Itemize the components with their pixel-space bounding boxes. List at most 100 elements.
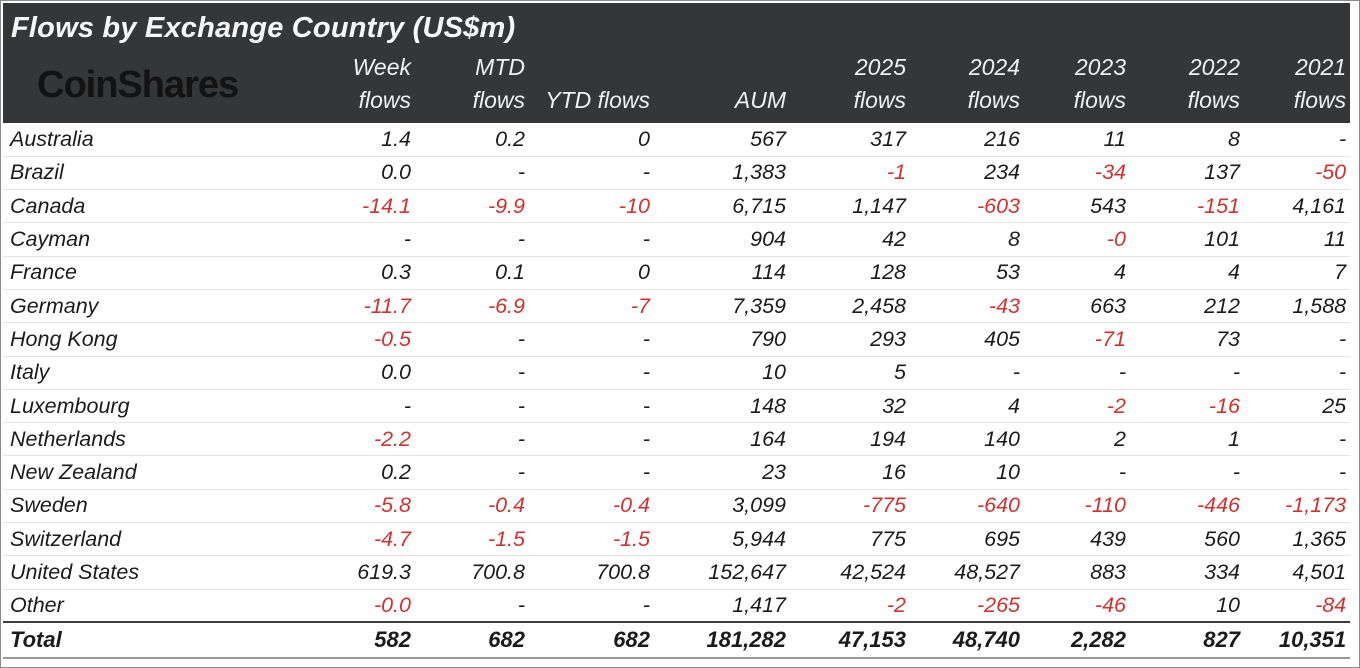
value-cell: 293 xyxy=(790,322,910,357)
country-label: Australia xyxy=(3,123,309,157)
value-cell: - xyxy=(529,322,654,357)
value-cell: -640 xyxy=(910,489,1024,524)
table-row: Other -0.0- -1,417 -2 -265 -46 10 -84 xyxy=(3,589,1351,623)
value-cell: 0.2 xyxy=(415,123,529,157)
table-row: Luxembourg - - -148 32 4 -2 -16 25 xyxy=(3,389,1351,424)
value-cell: -50 xyxy=(1244,156,1351,191)
column-header-1: MTD flows xyxy=(415,47,529,123)
value-cell: -2 xyxy=(790,589,910,623)
total-value-cell: 48,740 xyxy=(910,621,1024,660)
value-cell: 2,458 xyxy=(790,289,910,324)
column-header-top: 2025 xyxy=(854,54,906,80)
value-cell: 6,715 xyxy=(654,189,790,224)
value-cell: 1 xyxy=(1130,422,1244,457)
value-cell: -265 xyxy=(910,589,1024,623)
value-cell: 700.8 xyxy=(529,555,654,590)
column-header-3: AUM xyxy=(654,47,790,123)
value-cell: 1,383 xyxy=(654,156,790,191)
value-cell: - xyxy=(1244,123,1351,157)
value-cell: -151 xyxy=(1130,189,1244,224)
value-cell: 700.8 xyxy=(415,555,529,590)
column-header-bottom: YTD flows xyxy=(545,87,650,113)
value-cell: - xyxy=(415,389,529,424)
total-value-cell: 682 xyxy=(415,621,529,660)
total-value-cell: 181,282 xyxy=(654,621,790,660)
table-row: Brazil 0.0- -1,383 -1 234 -34 137 -50 xyxy=(3,156,1351,191)
column-header-2: YTD flows xyxy=(529,47,654,123)
value-cell: 8 xyxy=(1130,123,1244,157)
column-header-top: 2023 xyxy=(1074,54,1126,80)
column-header-top: MTD xyxy=(475,54,525,80)
value-cell: -603 xyxy=(910,189,1024,224)
flows-table: Flows by Exchange Country (US$m) CoinSha… xyxy=(3,3,1351,660)
value-cell: 2 xyxy=(1024,422,1130,457)
value-cell: 10 xyxy=(654,356,790,390)
value-cell: 5 xyxy=(790,356,910,390)
value-cell: 4,161 xyxy=(1244,189,1351,224)
value-cell: -2 xyxy=(1024,389,1130,424)
value-cell: 140 xyxy=(910,422,1024,457)
value-cell: - xyxy=(1024,356,1130,390)
value-cell: - xyxy=(1244,356,1351,390)
column-header-bottom: flows xyxy=(853,87,906,113)
value-cell: - xyxy=(1130,455,1244,490)
value-cell: 0 xyxy=(529,256,654,290)
country-label: Germany xyxy=(3,289,309,324)
column-header-bottom: flows xyxy=(358,87,411,113)
value-cell: 543 xyxy=(1024,189,1130,224)
value-cell: -1 xyxy=(790,156,910,191)
value-cell: 137 xyxy=(1130,156,1244,191)
total-row: Total 582 682 682 181,282 47,153 48,740 2,282 8… xyxy=(3,621,1351,660)
value-cell: 48,527 xyxy=(910,555,1024,590)
table-row: Australia 1.4 0.2 0 567 317 216 11 8- xyxy=(3,123,1351,157)
value-cell: 334 xyxy=(1130,555,1244,590)
value-cell: -1.5 xyxy=(415,522,529,557)
value-cell: -46 xyxy=(1024,589,1130,623)
value-cell: 405 xyxy=(910,322,1024,357)
value-cell: 0 xyxy=(529,123,654,157)
value-cell: 7 xyxy=(1244,256,1351,290)
value-cell: 7,359 xyxy=(654,289,790,324)
value-cell: -11.7 xyxy=(309,289,415,324)
value-cell: 904 xyxy=(654,222,790,257)
value-cell: 1,147 xyxy=(790,189,910,224)
country-label: Canada xyxy=(3,189,309,224)
value-cell: -9.9 xyxy=(415,189,529,224)
table-row: Cayman - - -904 42 8 -0 101 11 xyxy=(3,222,1351,257)
column-header-6: 2023 flows xyxy=(1024,47,1130,123)
value-cell: 101 xyxy=(1130,222,1244,257)
value-cell: - xyxy=(529,589,654,623)
value-cell: - xyxy=(529,455,654,490)
value-cell: - xyxy=(529,389,654,424)
value-cell: -7 xyxy=(529,289,654,324)
value-cell: 16 xyxy=(790,455,910,490)
total-value-cell: 47,153 xyxy=(790,621,910,660)
total-label: Total xyxy=(3,621,309,660)
value-cell: 567 xyxy=(654,123,790,157)
value-cell: 114 xyxy=(654,256,790,290)
value-cell: - xyxy=(529,222,654,257)
column-header-bottom: flows xyxy=(472,87,525,113)
value-cell: -4.7 xyxy=(309,522,415,557)
column-header-top: 2024 xyxy=(968,54,1020,80)
value-cell: -0.5 xyxy=(309,322,415,357)
value-cell: 42,524 xyxy=(790,555,910,590)
value-cell: -2.2 xyxy=(309,422,415,457)
column-header-0: Week flows xyxy=(309,47,415,123)
value-cell: 4,501 xyxy=(1244,555,1351,590)
value-cell: - xyxy=(309,222,415,257)
country-label: New Zealand xyxy=(3,455,309,490)
value-cell: 4 xyxy=(910,389,1024,424)
value-cell: 775 xyxy=(790,522,910,557)
value-cell: -71 xyxy=(1024,322,1130,357)
country-label: Hong Kong xyxy=(3,322,309,357)
coinshares-logo: CoinShares xyxy=(3,47,309,123)
value-cell: -16 xyxy=(1130,389,1244,424)
country-label: Cayman xyxy=(3,222,309,257)
total-value-cell: 827 xyxy=(1130,621,1244,660)
column-header-7: 2022 flows xyxy=(1130,47,1244,123)
value-cell: - xyxy=(1024,455,1130,490)
column-header-bottom: AUM xyxy=(734,87,786,113)
value-cell: - xyxy=(415,422,529,457)
